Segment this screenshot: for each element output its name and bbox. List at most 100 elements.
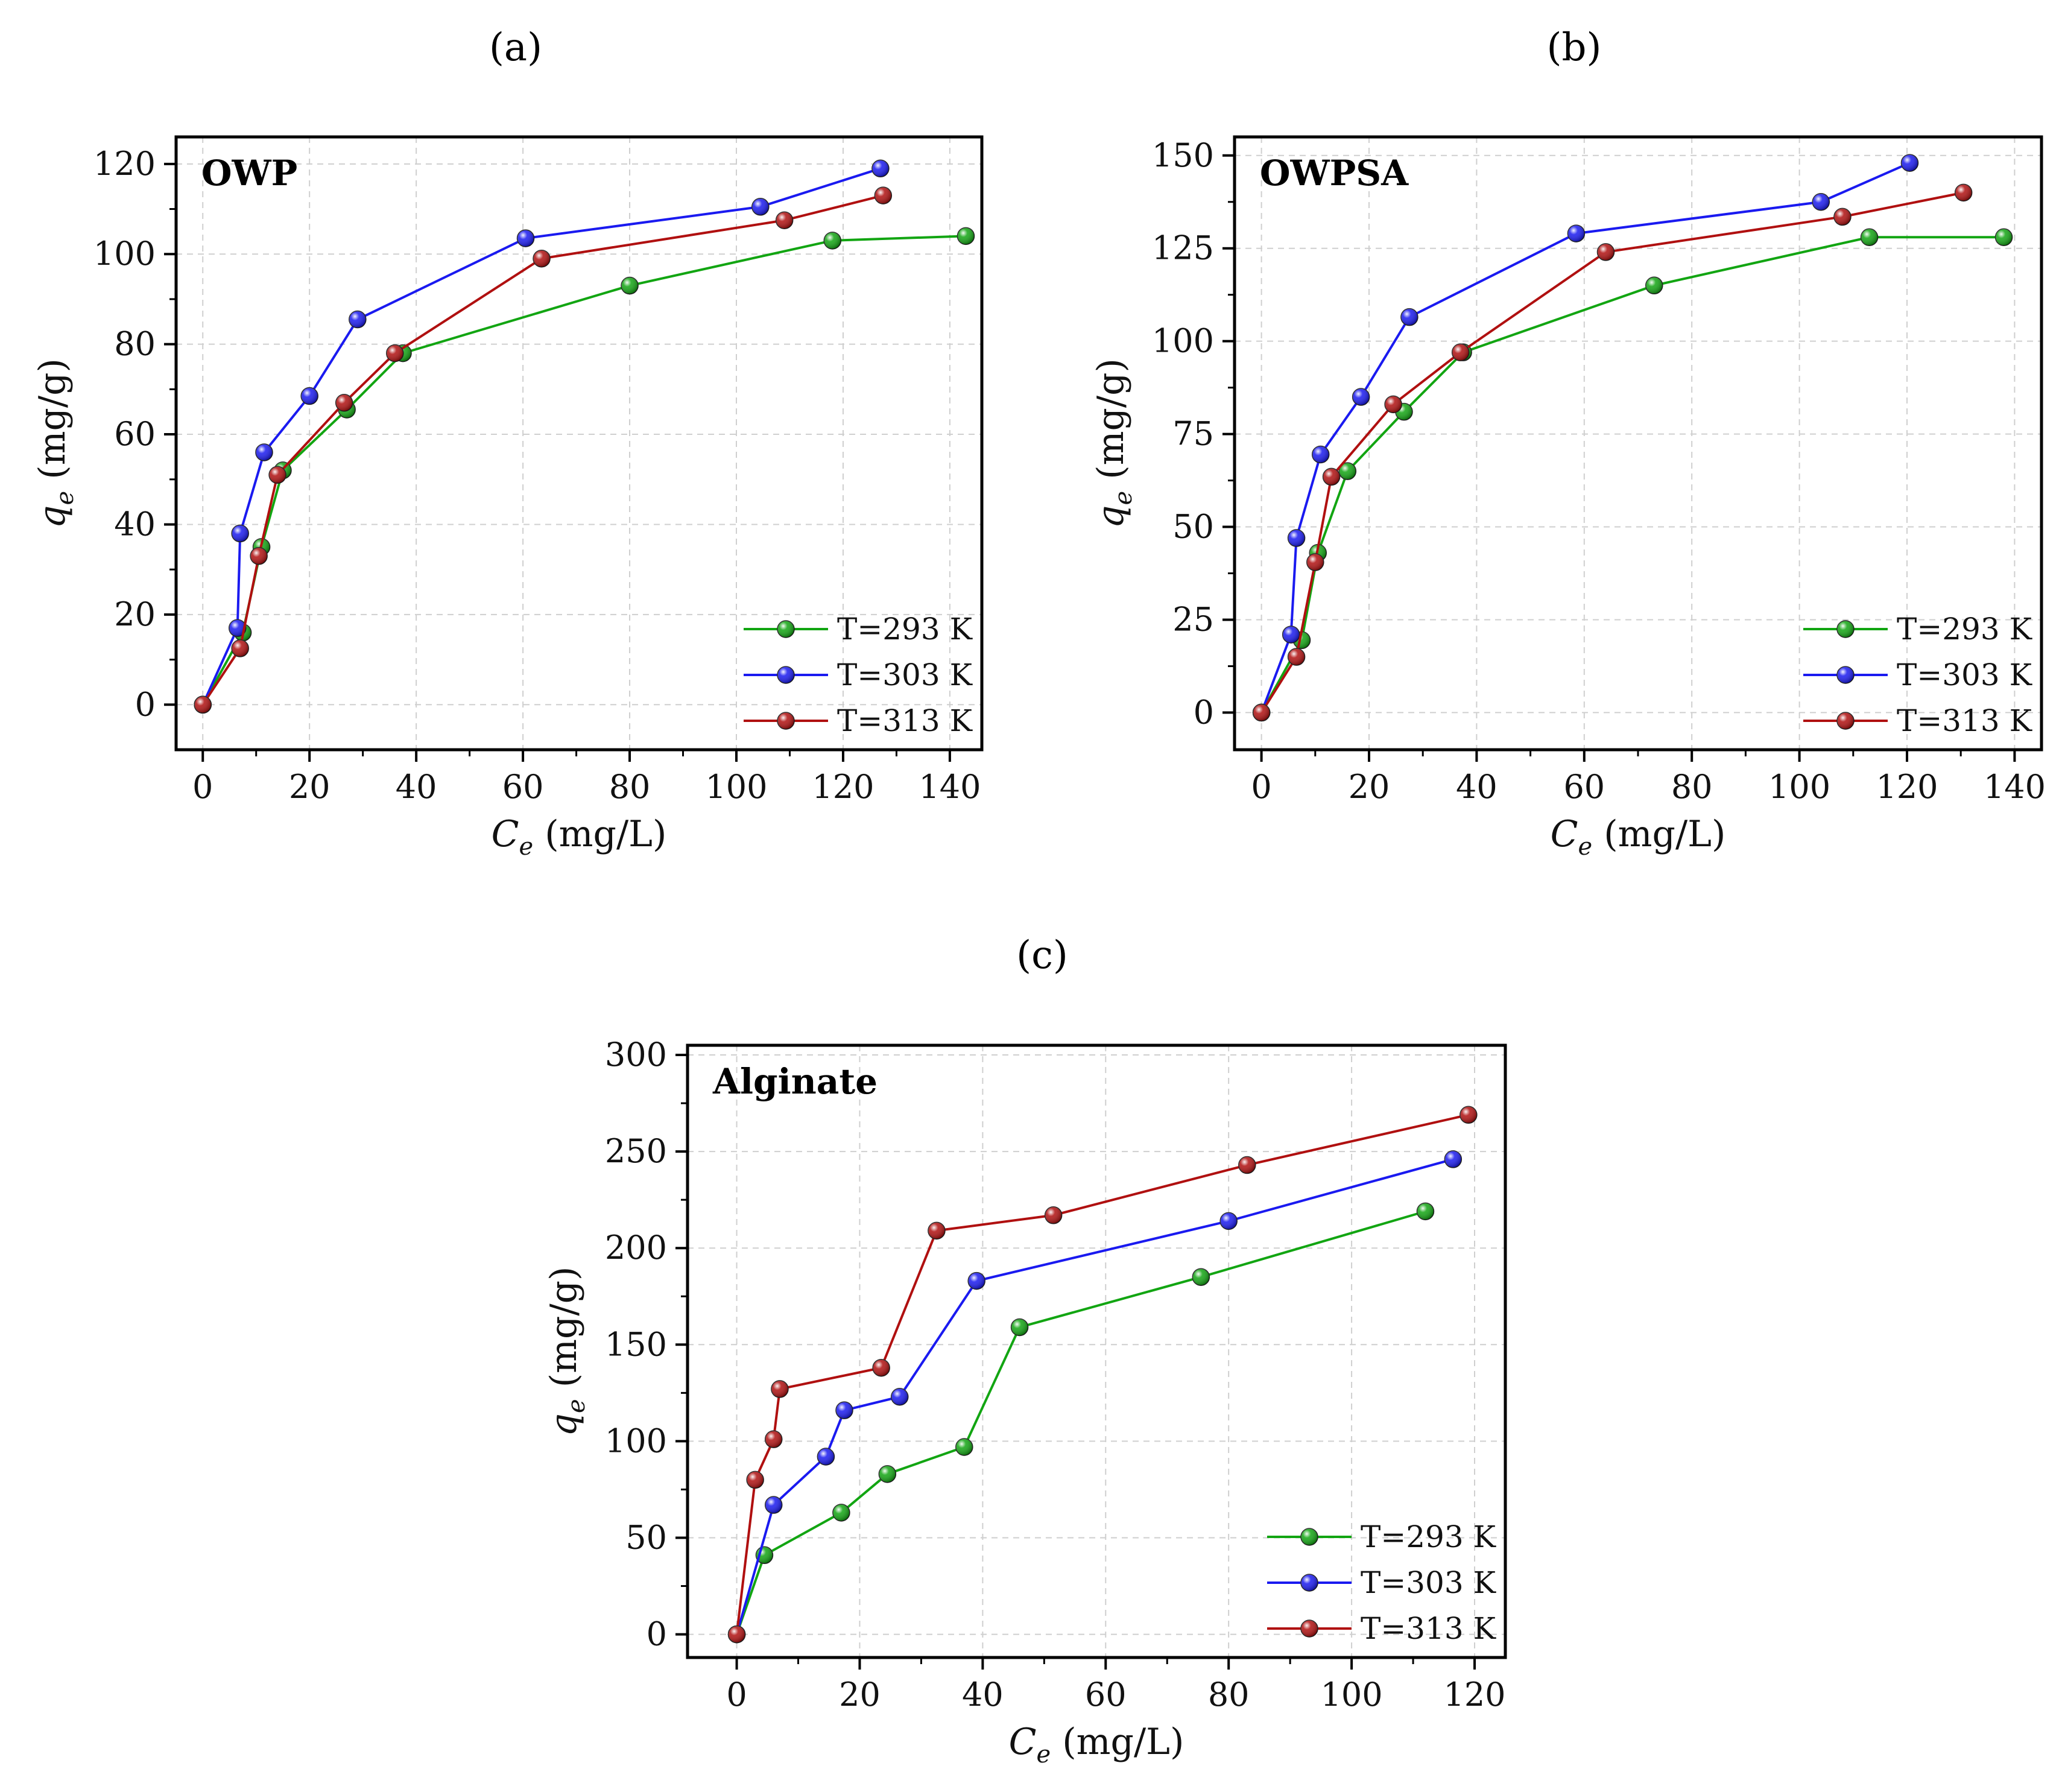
data-point-shade	[1192, 1268, 1210, 1286]
y-tick-label: 150	[605, 1325, 667, 1363]
data-point-shade	[1323, 468, 1340, 486]
y-tick-label: 100	[93, 235, 156, 273]
data-point-shade	[817, 1448, 835, 1466]
legend-marker-shade	[1837, 666, 1854, 683]
x-tick-label: 0	[726, 1676, 747, 1714]
data-point-shade	[255, 443, 273, 461]
data-point-shade	[621, 277, 639, 294]
plot-frame	[686, 1043, 1507, 1659]
chart-panel-owpsa: (b) 0 20 40 60 80 100 120 140 0 25 50 75 100 125 150 Ce…	[1090, 25, 2046, 861]
data-point-shade	[824, 232, 841, 249]
legend-label: T=293 K	[1361, 1519, 1497, 1554]
x-tick-label: 80	[1671, 768, 1713, 806]
y-tick-label: 50	[625, 1518, 667, 1556]
data-point-shade	[771, 1380, 788, 1398]
legend-label: T=313 K	[1897, 703, 2033, 738]
data-point-shade	[386, 344, 403, 362]
panel-label: (a)	[489, 25, 542, 70]
data-point-shade	[1312, 446, 1329, 463]
data-point-shade	[1901, 154, 1918, 172]
legend: T=293 K T=303 K T=313 K	[1803, 612, 2033, 738]
data-point-shade	[1385, 396, 1402, 413]
legend-marker-shade	[777, 712, 794, 729]
y-tick-label: 100	[605, 1422, 667, 1460]
x-tick-label: 0	[192, 768, 213, 806]
data-point-shade	[765, 1431, 782, 1448]
data-point-shade	[533, 250, 551, 267]
x-axis-unit: (mg/L)	[1051, 1721, 1184, 1763]
y-tick-label: 20	[114, 595, 156, 633]
data-point-shade	[1352, 388, 1370, 406]
data-point-shade	[832, 1504, 850, 1521]
data-point-shade	[928, 1222, 945, 1240]
y-axis-title: qe (mg/g)	[543, 1267, 590, 1437]
data-point-shade	[1460, 1106, 1477, 1124]
legend-label: T=303 K	[1897, 657, 2033, 692]
data-point-shade	[968, 1272, 985, 1290]
y-axis-title: qe (mg/g)	[31, 358, 79, 528]
y-tick-label: 100	[1152, 322, 1214, 360]
data-point-shade	[955, 1438, 973, 1455]
data-point-shade	[349, 311, 366, 328]
y-tick-label: 40	[114, 505, 156, 543]
y-axis-symbol: q	[543, 1413, 585, 1436]
legend: T=293 K T=303 K T=313 K	[1267, 1519, 1497, 1646]
data-point-shade	[1220, 1212, 1238, 1230]
y-axis-unit: (mg/g)	[31, 358, 74, 491]
data-point-shade	[1253, 704, 1270, 721]
x-tick-label: 60	[1563, 768, 1605, 806]
legend-marker-shade	[777, 666, 794, 683]
x-tick-label: 100	[705, 768, 767, 806]
data-point-shade	[1645, 277, 1663, 294]
x-tick-label: 140	[919, 768, 981, 806]
data-point-shade	[250, 547, 268, 565]
chart-panel-alginate: (c) 0 20 40 60 80 100 120 0 50 100 150 200 250 300 Ce …	[543, 933, 1507, 1768]
y-tick-label: 0	[135, 685, 156, 723]
data-point-shade	[879, 1465, 896, 1483]
y-tick-label: 125	[1152, 229, 1214, 267]
x-axis-title: Ce (mg/L)	[492, 813, 667, 861]
plot-area: 0 20 40 60 80 100 120 140 0 25 50 75 100 125 150 Ce (mg…	[1090, 135, 2046, 861]
series-line	[735, 1113, 1469, 1635]
data-point-shade	[1306, 554, 1324, 571]
data-point-shade	[1452, 344, 1469, 361]
y-tick-label: 75	[1172, 415, 1214, 453]
data-point-shade	[1288, 648, 1305, 666]
legend-label: T=303 K	[1361, 1565, 1497, 1600]
x-tick-label: 0	[1251, 768, 1271, 806]
y-tick-label: 150	[1152, 136, 1214, 174]
legend-marker-shade	[1301, 1574, 1318, 1591]
x-tick-label: 120	[1876, 768, 1938, 806]
y-axis-title: qe (mg/g)	[1090, 358, 1137, 528]
panel-label: (b)	[1547, 25, 1602, 70]
data-point-shade	[1955, 184, 1972, 201]
legend-label: T=293 K	[1897, 612, 2033, 647]
series-t-293-k	[727, 1202, 1435, 1644]
chart-title: OWPSA	[1260, 153, 1409, 194]
y-axis-subscript: e	[1110, 491, 1137, 505]
data-point-shade	[776, 212, 793, 229]
chart-title: OWP	[201, 153, 297, 194]
series-line	[735, 1210, 1426, 1635]
series-t-293-k	[1252, 228, 2013, 722]
data-point-shade	[751, 198, 769, 215]
x-tick-label: 140	[1984, 768, 2046, 806]
legend-marker-shade	[1837, 712, 1854, 729]
data-point-shade	[871, 160, 889, 177]
x-tick-label: 40	[396, 768, 437, 806]
data-point-shade	[1011, 1319, 1028, 1336]
data-point-shade	[1833, 208, 1851, 226]
x-axis-unit: (mg/L)	[1592, 813, 1725, 855]
x-axis-subscript: e	[1037, 1741, 1051, 1768]
y-axis-symbol: q	[1090, 505, 1132, 528]
x-tick-label: 20	[839, 1676, 881, 1714]
panel-label: (c)	[1016, 933, 1068, 978]
data-point-shade	[873, 1359, 890, 1376]
series-t-303-k	[1252, 154, 1919, 722]
x-tick-label: 120	[1443, 1676, 1505, 1714]
y-tick-label: 200	[605, 1229, 667, 1267]
y-tick-label: 300	[605, 1036, 667, 1074]
y-tick-label: 0	[1194, 693, 1214, 731]
x-axis-title: Ce (mg/L)	[1551, 813, 1726, 861]
data-point-shade	[1288, 530, 1305, 547]
